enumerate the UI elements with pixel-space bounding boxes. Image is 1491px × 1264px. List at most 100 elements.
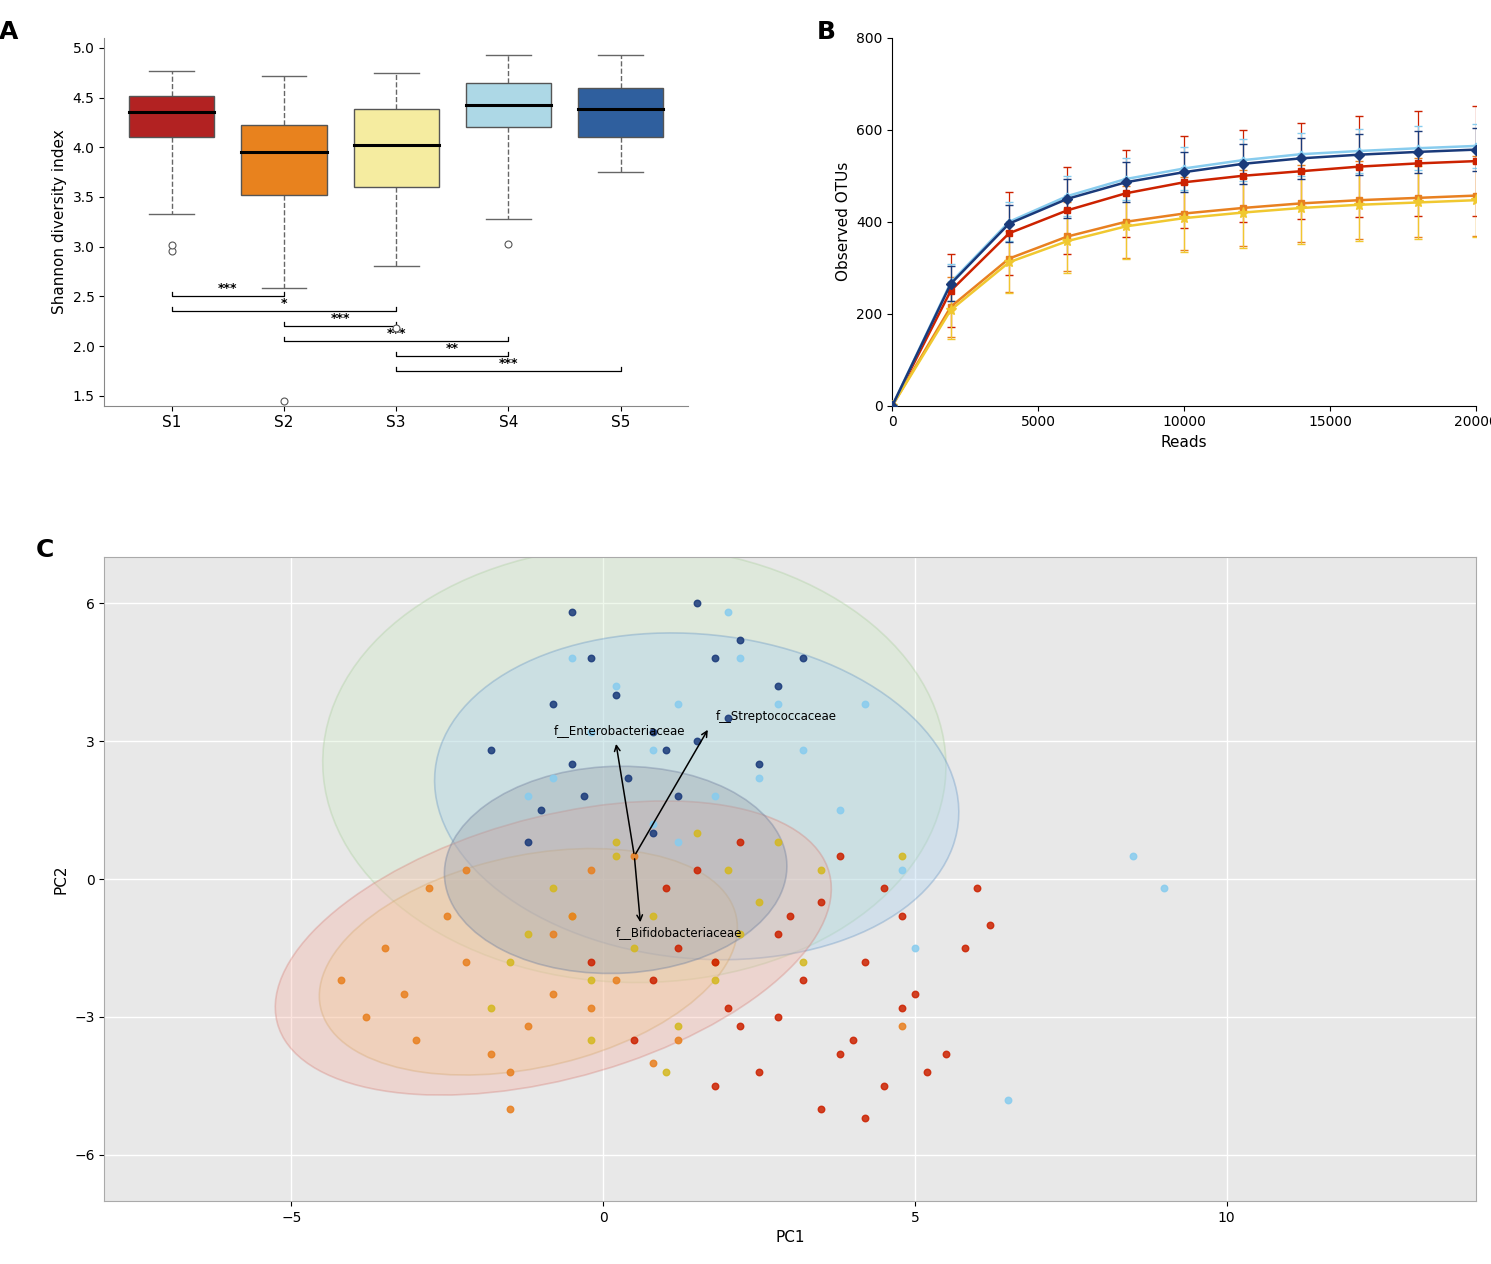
Point: [622, 938, 646, 958]
Point: [729, 924, 753, 944]
Point: [653, 878, 677, 899]
Point: [716, 603, 740, 623]
Point: [604, 685, 628, 705]
Point: [455, 952, 479, 972]
Point: [604, 846, 628, 866]
Point: [965, 878, 989, 899]
X-axis label: Reads: Reads: [1161, 435, 1208, 450]
Point: [541, 694, 565, 714]
Point: [1153, 878, 1176, 899]
Text: f__Streptococcaceae: f__Streptococcaceae: [716, 710, 836, 723]
Point: [579, 648, 602, 669]
Ellipse shape: [322, 546, 945, 982]
Point: [604, 832, 628, 852]
Point: [684, 731, 708, 751]
Point: [766, 694, 790, 714]
Point: [841, 1030, 865, 1050]
Point: [373, 938, 397, 958]
Text: *: *: [280, 297, 288, 310]
Point: [747, 755, 771, 775]
Point: [915, 1062, 939, 1082]
Point: [890, 997, 914, 1018]
Point: [684, 823, 708, 843]
Y-axis label: PC2: PC2: [54, 865, 69, 894]
Point: [579, 969, 602, 990]
Point: [904, 983, 927, 1004]
Ellipse shape: [319, 848, 738, 1076]
Point: [541, 878, 565, 899]
Point: [541, 767, 565, 787]
Point: [622, 846, 646, 866]
Point: [684, 860, 708, 880]
Point: [355, 1007, 379, 1028]
Point: [479, 997, 502, 1018]
Point: [579, 952, 602, 972]
Point: [666, 1030, 690, 1050]
Point: [516, 924, 540, 944]
Point: [747, 892, 771, 913]
Point: [766, 676, 790, 696]
Point: [766, 924, 790, 944]
Bar: [353, 110, 438, 187]
Text: C: C: [36, 538, 54, 562]
Point: [890, 906, 914, 927]
Point: [729, 1016, 753, 1036]
Point: [479, 741, 502, 761]
Point: [666, 938, 690, 958]
Point: [853, 952, 877, 972]
Point: [498, 1098, 522, 1119]
Point: [641, 906, 665, 927]
Point: [392, 983, 416, 1004]
X-axis label: PC1: PC1: [775, 1230, 805, 1245]
Point: [935, 1044, 959, 1064]
Text: ***: ***: [218, 282, 237, 296]
Point: [641, 741, 665, 761]
Point: [435, 906, 459, 927]
Point: [716, 860, 740, 880]
Point: [790, 741, 814, 761]
Point: [704, 648, 728, 669]
Point: [579, 1030, 602, 1050]
Point: [704, 969, 728, 990]
Point: [479, 1044, 502, 1064]
Point: [516, 786, 540, 806]
Point: [641, 1053, 665, 1073]
Point: [872, 878, 896, 899]
Text: f__Enterobacteriaceae: f__Enterobacteriaceae: [553, 723, 684, 737]
Point: [1121, 846, 1145, 866]
Point: [561, 755, 584, 775]
Point: [561, 603, 584, 623]
Ellipse shape: [434, 633, 959, 959]
Point: [729, 832, 753, 852]
Point: [579, 997, 602, 1018]
Point: [641, 814, 665, 834]
Point: [561, 648, 584, 669]
Point: [853, 694, 877, 714]
Point: [579, 722, 602, 742]
Point: [416, 878, 440, 899]
Text: ***: ***: [498, 356, 519, 370]
Point: [729, 648, 753, 669]
Point: [616, 767, 640, 787]
Point: [890, 860, 914, 880]
Point: [890, 846, 914, 866]
Bar: [130, 96, 215, 138]
Point: [810, 860, 833, 880]
Bar: [242, 125, 327, 195]
Point: [653, 1062, 677, 1082]
Ellipse shape: [276, 801, 832, 1095]
Point: [666, 1016, 690, 1036]
Point: [747, 767, 771, 787]
Point: [541, 924, 565, 944]
Point: [516, 832, 540, 852]
Text: ***: ***: [331, 312, 350, 325]
Point: [890, 1016, 914, 1036]
Point: [790, 648, 814, 669]
Point: [641, 722, 665, 742]
Point: [790, 952, 814, 972]
Point: [904, 938, 927, 958]
Point: [853, 1109, 877, 1129]
Point: [653, 741, 677, 761]
Y-axis label: Observed OTUs: Observed OTUs: [836, 162, 851, 282]
Point: [641, 969, 665, 990]
